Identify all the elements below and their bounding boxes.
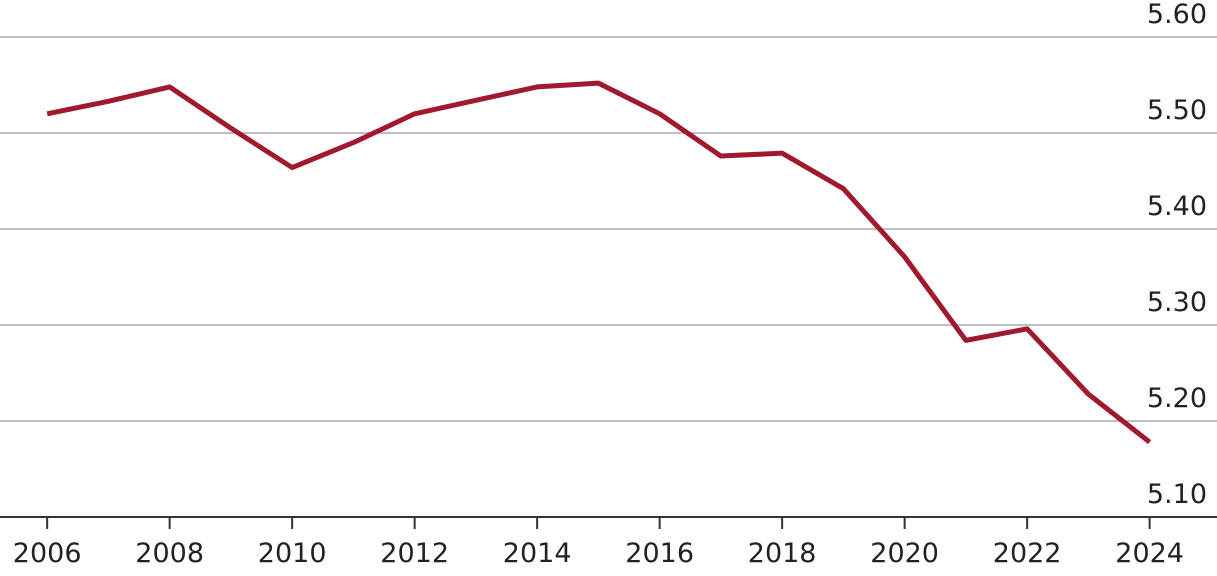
x-tick-label: 2014 [503,538,572,569]
x-tick-label: 2022 [993,538,1062,569]
x-tick-label: 2018 [748,538,817,569]
y-tick-label: 5.10 [1147,479,1207,510]
x-tick-label: 2012 [380,538,449,569]
x-tick-label: 2024 [1115,538,1184,569]
x-tick-label: 2006 [13,538,82,569]
y-tick-label: 5.50 [1147,95,1207,126]
y-tick-label: 5.20 [1147,383,1207,414]
y-tick-label: 5.60 [1147,0,1207,30]
x-tick-label: 2008 [135,538,204,569]
x-tick-label: 2020 [870,538,939,569]
x-tick-label: 2016 [625,538,694,569]
y-tick-label: 5.40 [1147,191,1207,222]
data-line [46,80,1152,445]
y-tick-label: 5.30 [1147,287,1207,318]
x-tick-label: 2010 [258,538,327,569]
